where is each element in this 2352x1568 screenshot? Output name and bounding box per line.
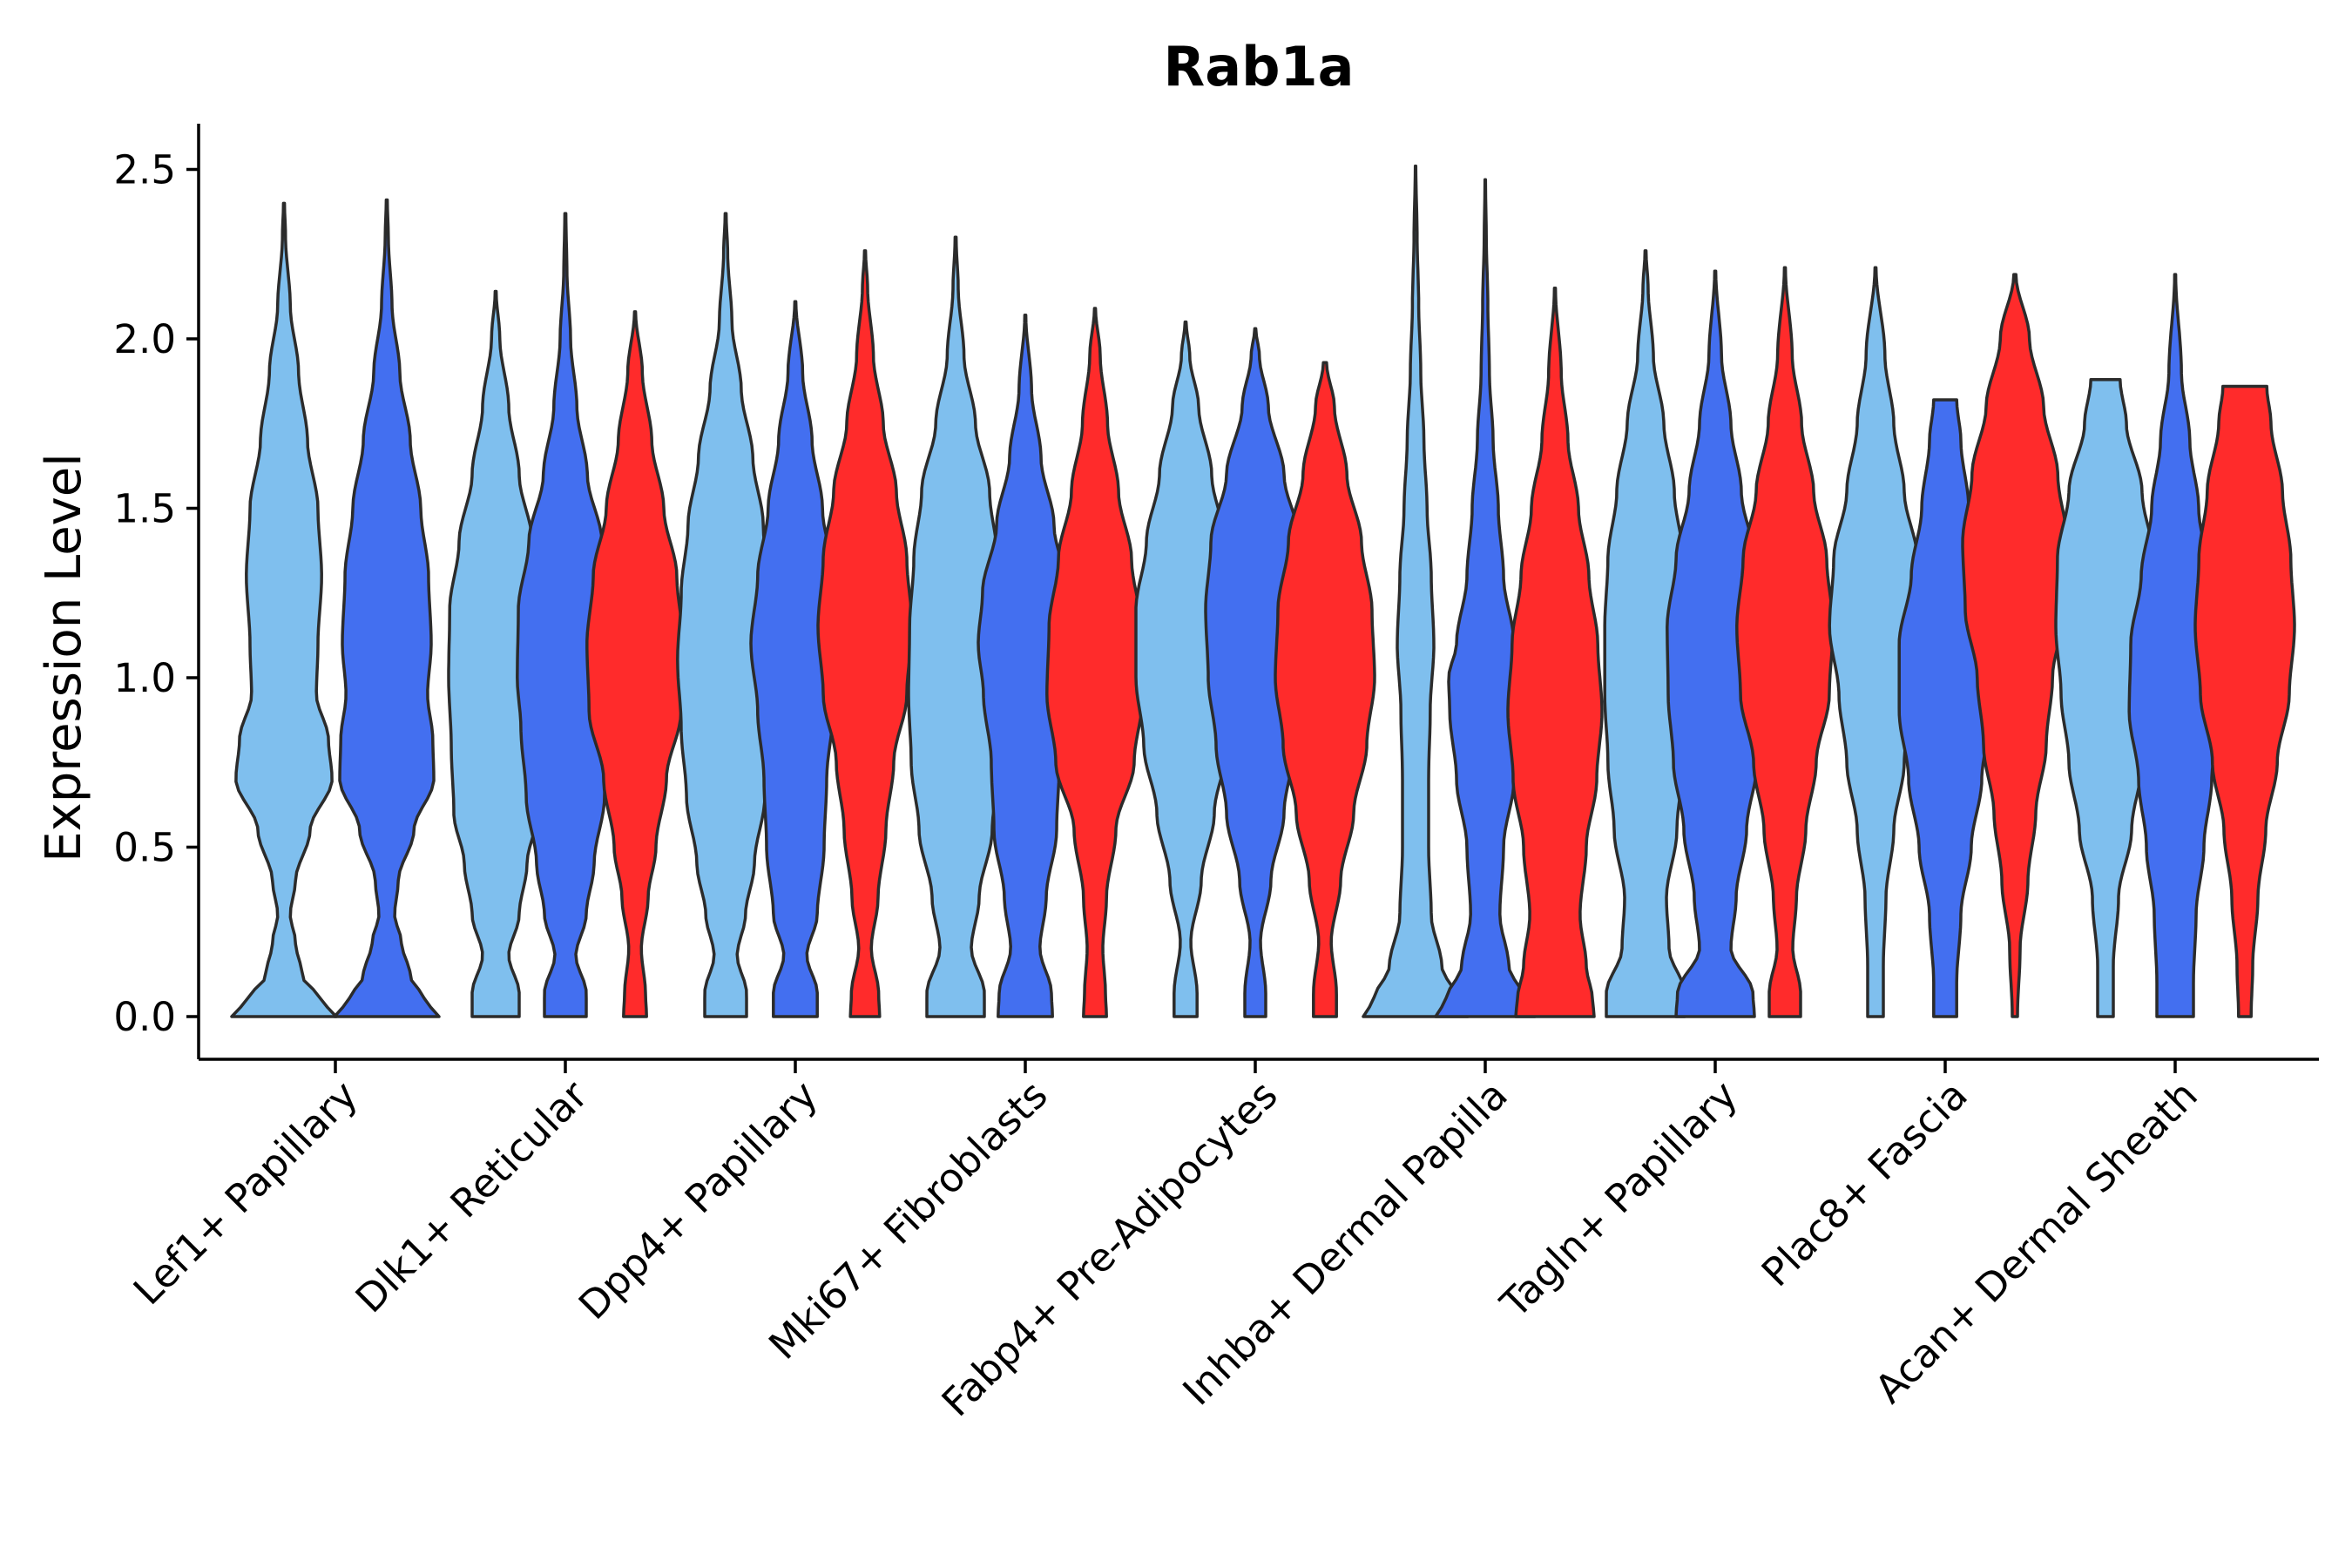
violin-6-3: [1506, 286, 1604, 1018]
violin-8-1: [1828, 266, 1923, 1018]
y-axis-label: Expression Level: [36, 453, 92, 862]
violin-6-1: [1362, 164, 1470, 1018]
y-tick-label: 0.5: [113, 825, 176, 871]
violin-3-3: [816, 249, 914, 1018]
y-tick-label: 0.0: [113, 994, 176, 1040]
violin-7-3: [1735, 266, 1835, 1018]
violin-1-2: [333, 198, 441, 1018]
violin-5-3: [1274, 361, 1376, 1018]
chart-title: Rab1a: [1164, 35, 1355, 98]
violin-3-2: [749, 300, 841, 1018]
violin-5-1: [1134, 320, 1237, 1018]
violin-4-3: [1045, 307, 1145, 1018]
violin-group: [230, 164, 2296, 1018]
violin-2-3: [585, 310, 685, 1018]
violin-4-2: [977, 314, 1074, 1018]
violin-8-3: [1961, 273, 2069, 1018]
violin-1-1: [230, 201, 338, 1018]
violin-9-3: [2193, 384, 2296, 1018]
y-tick-label: 2.5: [113, 147, 176, 193]
violin-9-1: [2054, 377, 2157, 1018]
y-tick-label: 1.0: [113, 655, 176, 701]
y-tick-label: 1.5: [113, 486, 176, 532]
y-axis: 0.0 0.5 1.0 1.5 2.0 2.5: [113, 124, 200, 1059]
y-tick-label: 2.0: [113, 316, 176, 362]
violin-5-2: [1204, 327, 1307, 1018]
